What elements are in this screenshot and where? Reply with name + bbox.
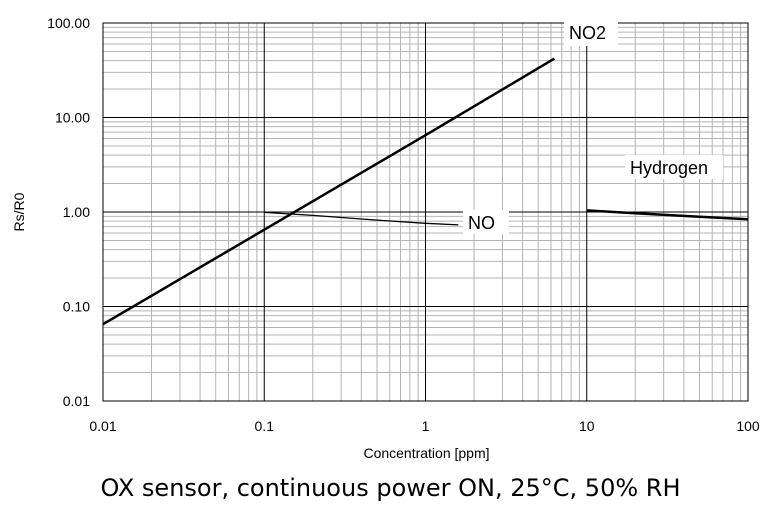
series-line-no [264,211,459,226]
y-tick-label: 10.00 [55,110,90,126]
x-tick-label: 0.1 [255,418,275,434]
series-label-no2: NO2 [569,23,606,43]
series-lines [102,57,749,326]
x-tick-labels: 0.01 0.1 1 10 100 [89,418,760,434]
series-label-hydrogen: Hydrogen [630,158,708,178]
y-tick-label: 100.00 [47,15,90,31]
series-labels: NO2 NO Hydrogen [463,20,723,234]
plot-area-frame [102,22,749,402]
series-label-background [625,155,723,179]
x-axis-title: Concentration [ppm] [363,445,489,461]
x-tick-label: 10 [579,418,595,434]
series-label-no: NO [468,213,495,233]
x-tick-label: 1 [422,418,430,434]
y-tick-labels: 0.01 0.10 1.00 10.00 100.00 [47,15,90,409]
chart-caption: OX sensor, continuous power ON, 25°C, 50… [100,474,681,502]
y-tick-label: 0.10 [63,299,90,315]
y-tick-label: 1.00 [63,204,90,220]
series-line-no2 [102,57,556,326]
series-label-background [564,20,618,46]
y-axis-title: Rs/R0 [11,192,27,231]
x-tick-label: 0.01 [89,418,116,434]
series-label-background [463,210,509,234]
y-tick-label: 0.01 [63,393,90,409]
x-tick-label: 100 [736,418,760,434]
series-line-hydrogen [586,209,749,221]
